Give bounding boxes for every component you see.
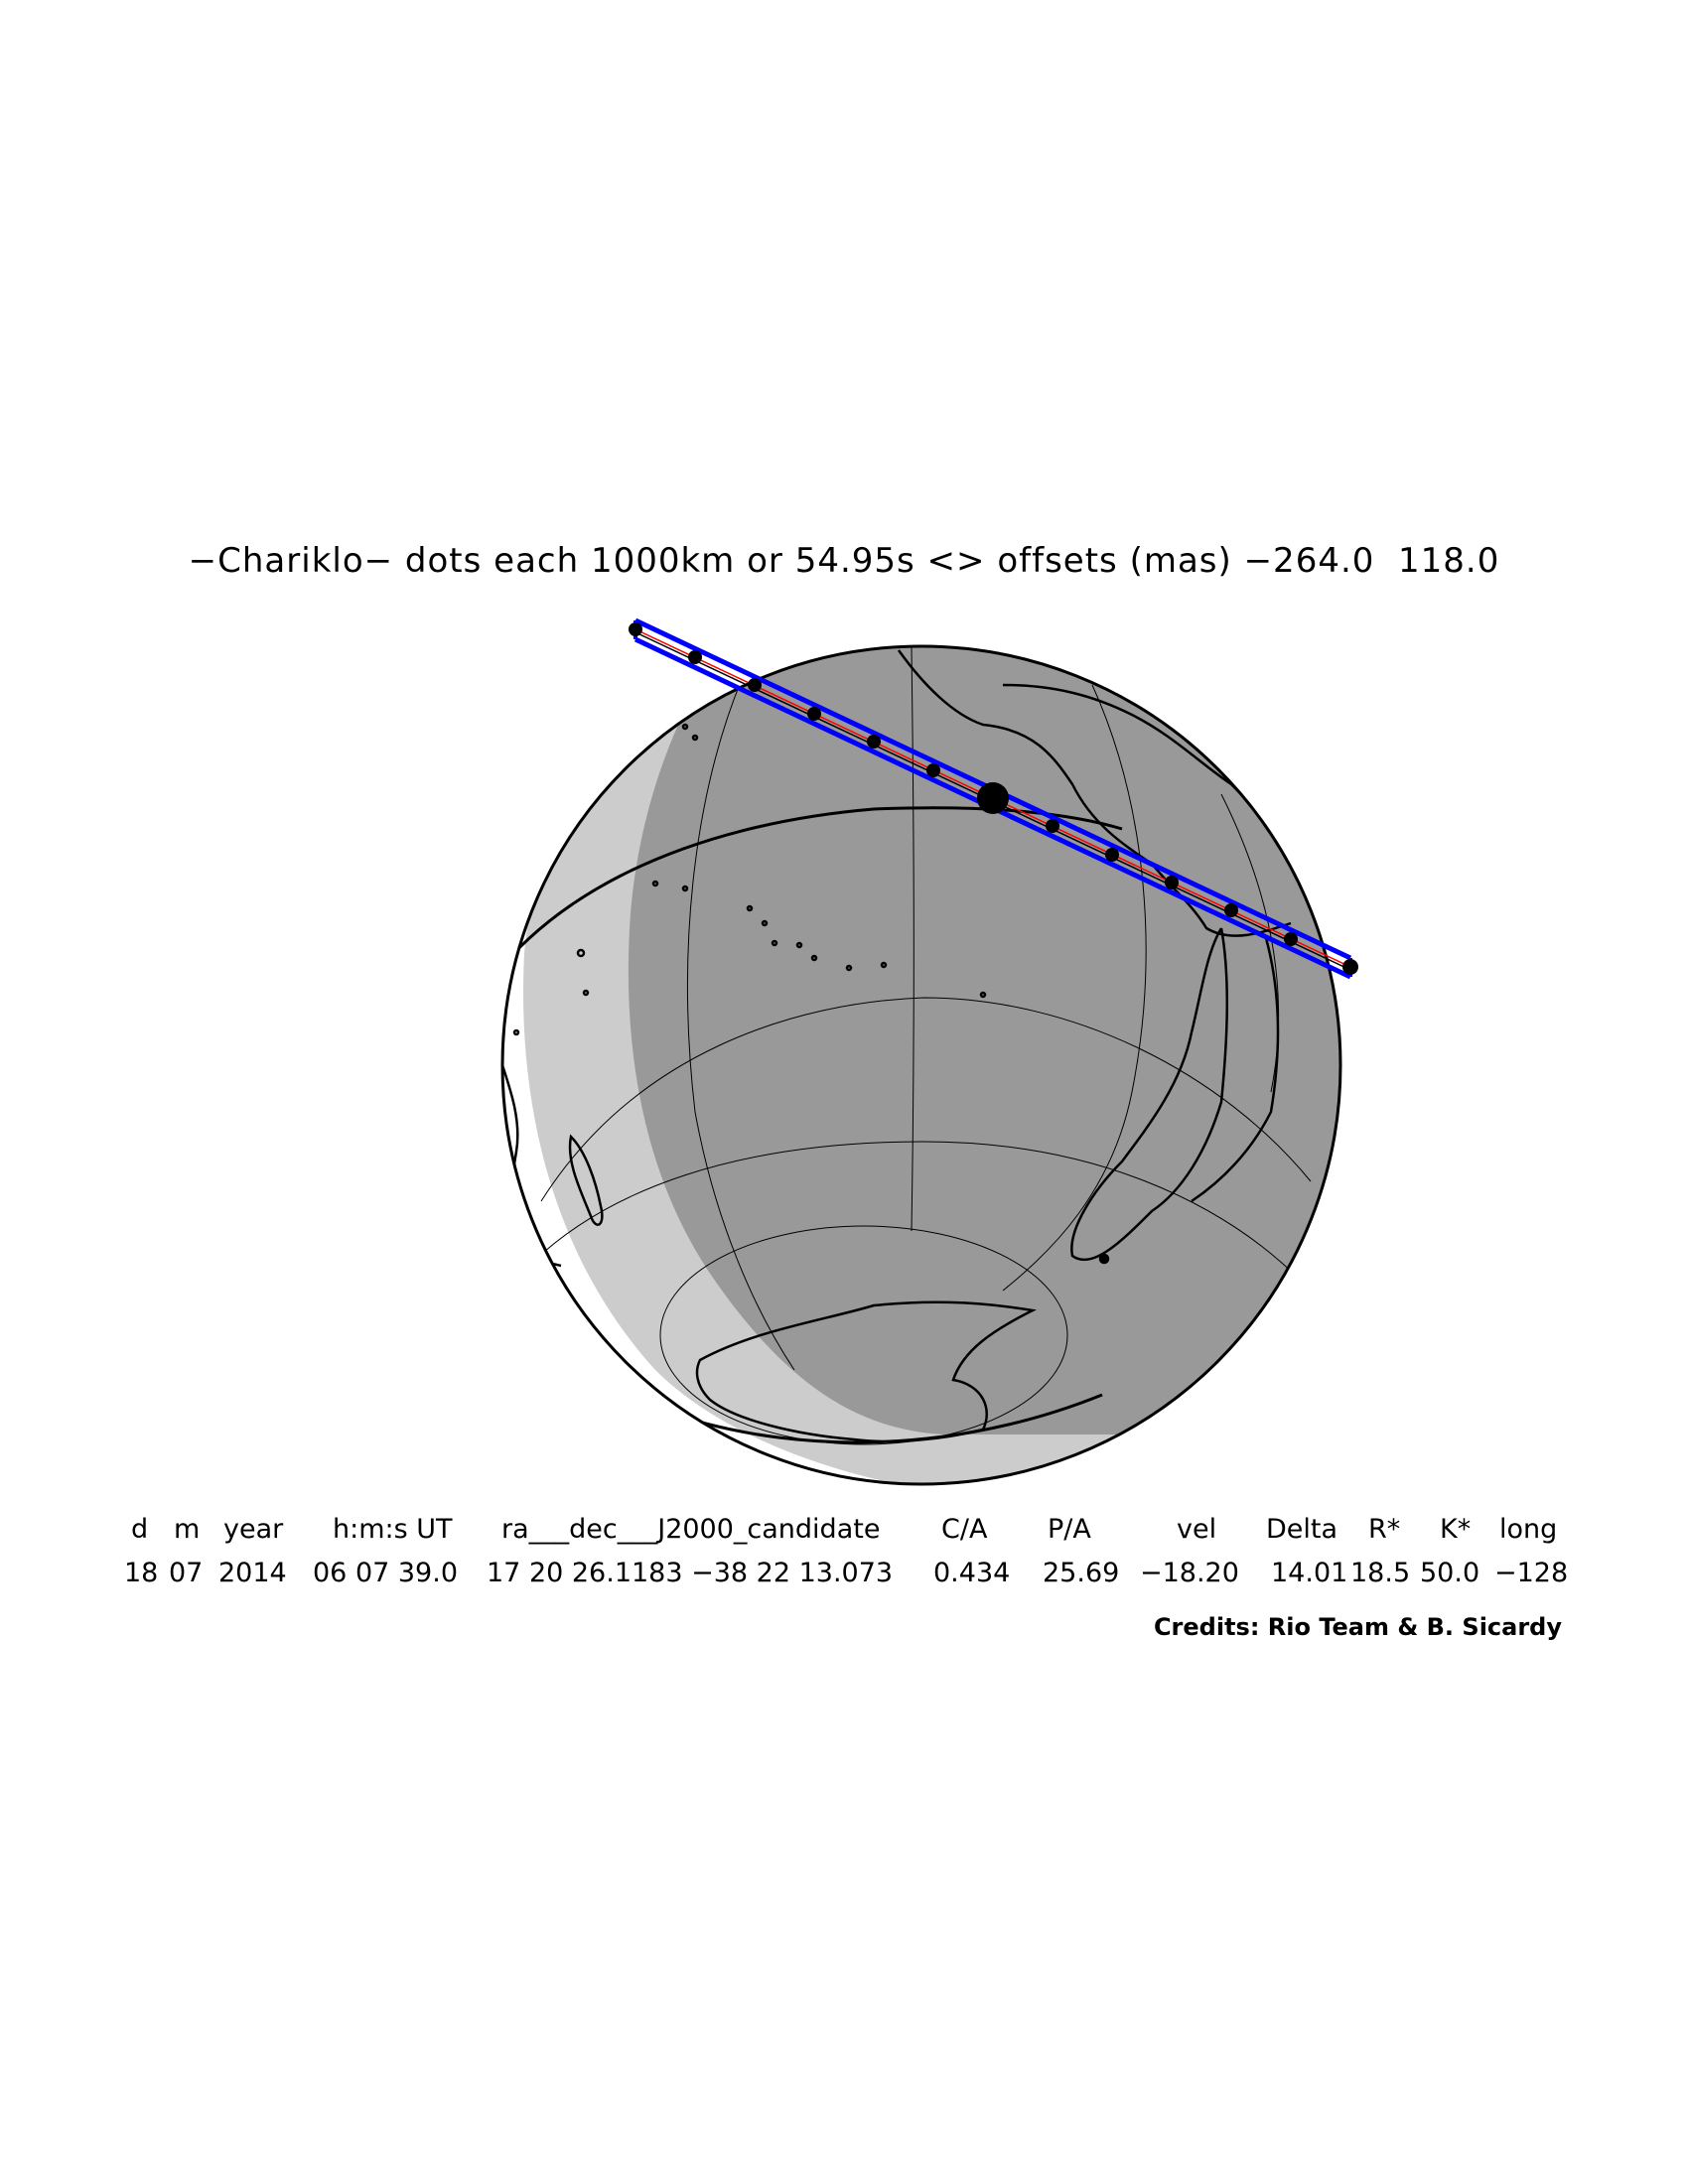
value-radec: 17 20 26.1183 −38 22 13.073 — [487, 1558, 894, 1588]
col-header-d: d — [131, 1514, 149, 1545]
value-d: 18 — [124, 1558, 159, 1588]
path-dot — [748, 678, 762, 692]
col-header-vel: vel — [1177, 1514, 1217, 1545]
value-year: 2014 — [218, 1558, 287, 1588]
path-dot — [1224, 903, 1238, 917]
path-dot — [1165, 876, 1179, 889]
col-header-delta: Delta — [1266, 1514, 1338, 1545]
closest-approach-dot — [977, 782, 1009, 814]
value-ca: 0.434 — [933, 1558, 1011, 1588]
value-kmag: 50.0 — [1420, 1558, 1480, 1588]
col-header-kmag: K* — [1440, 1514, 1472, 1545]
col-header-rmag: R* — [1368, 1514, 1401, 1545]
col-header-pa: P/A — [1048, 1514, 1091, 1545]
value-vel: −18.20 — [1140, 1558, 1239, 1588]
col-header-m: m — [174, 1514, 201, 1545]
path-dot — [807, 707, 821, 721]
path-dot — [1284, 932, 1298, 946]
path-dot — [1046, 819, 1059, 833]
shadow-path — [629, 617, 1358, 980]
col-header-time: h:m:s UT — [333, 1514, 453, 1545]
value-pa: 25.69 — [1043, 1558, 1120, 1588]
col-header-year: year — [223, 1514, 284, 1545]
value-rmag: 18.5 — [1350, 1558, 1411, 1588]
path-dot — [926, 763, 940, 777]
col-header-radec: ra___dec___J2000_candidate — [501, 1514, 881, 1545]
value-long: −128 — [1494, 1558, 1569, 1588]
path-dot — [688, 650, 702, 664]
chart-title: −Chariklo− dots each 1000km or 54.95s <>… — [188, 541, 1500, 581]
path-dot — [629, 622, 642, 636]
credits: Credits: Rio Team & B. Sicardy — [1153, 1613, 1562, 1641]
value-m: 07 — [169, 1558, 204, 1588]
value-time: 06 07 39.0 — [313, 1558, 458, 1588]
col-header-ca: C/A — [941, 1514, 988, 1545]
night-zone — [628, 646, 1340, 1434]
globe-outline — [500, 644, 1342, 1486]
value-delta: 14.01 — [1271, 1558, 1348, 1588]
path-dot — [1342, 959, 1358, 975]
path-dot — [1105, 848, 1119, 862]
path-dot — [867, 735, 881, 749]
col-header-long: long — [1499, 1514, 1558, 1545]
